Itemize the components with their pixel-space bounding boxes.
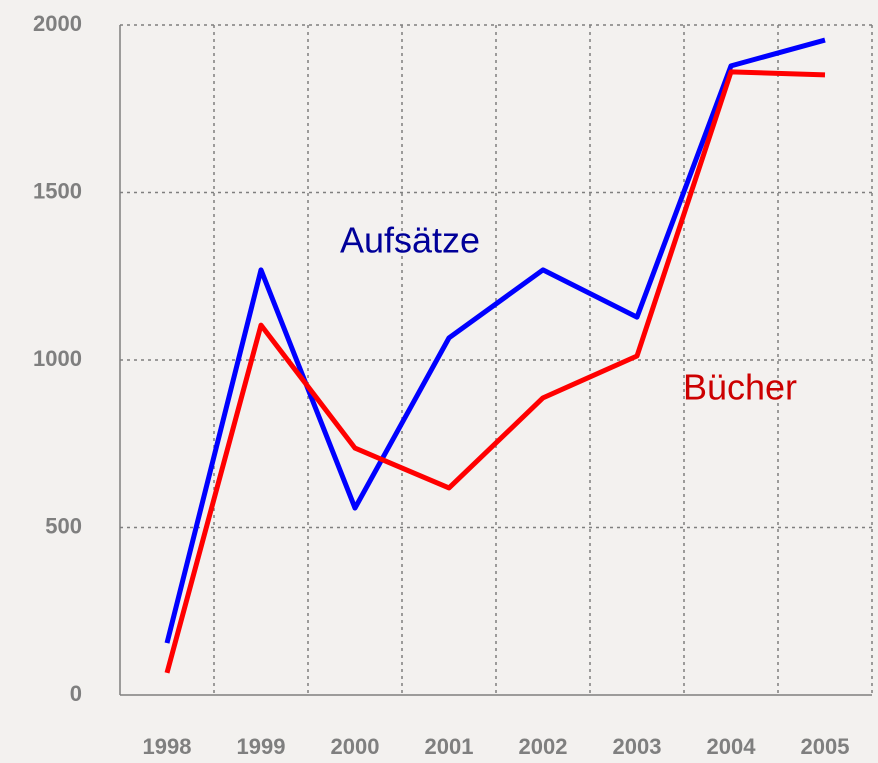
y-tick-label: 0 bbox=[70, 681, 82, 706]
series-line bbox=[164, 37, 826, 644]
y-tick-label: 500 bbox=[45, 513, 82, 538]
x-tick-label: 1999 bbox=[237, 734, 286, 759]
series-label: Aufsätze bbox=[340, 220, 480, 261]
y-tick-label: 2000 bbox=[33, 11, 82, 36]
x-tick-label: 2004 bbox=[707, 734, 757, 759]
y-tick-label: 1500 bbox=[33, 178, 82, 203]
x-tick-label: 2000 bbox=[331, 734, 380, 759]
x-tick-label: 2001 bbox=[425, 734, 474, 759]
x-tick-label: 1998 bbox=[143, 734, 192, 759]
x-tick-label: 2002 bbox=[519, 734, 568, 759]
x-tick-label: 2003 bbox=[613, 734, 662, 759]
y-tick-label: 1000 bbox=[33, 346, 82, 371]
series-label: Bücher bbox=[683, 367, 797, 408]
x-tick-label: 2005 bbox=[801, 734, 850, 759]
series-line bbox=[164, 69, 826, 674]
